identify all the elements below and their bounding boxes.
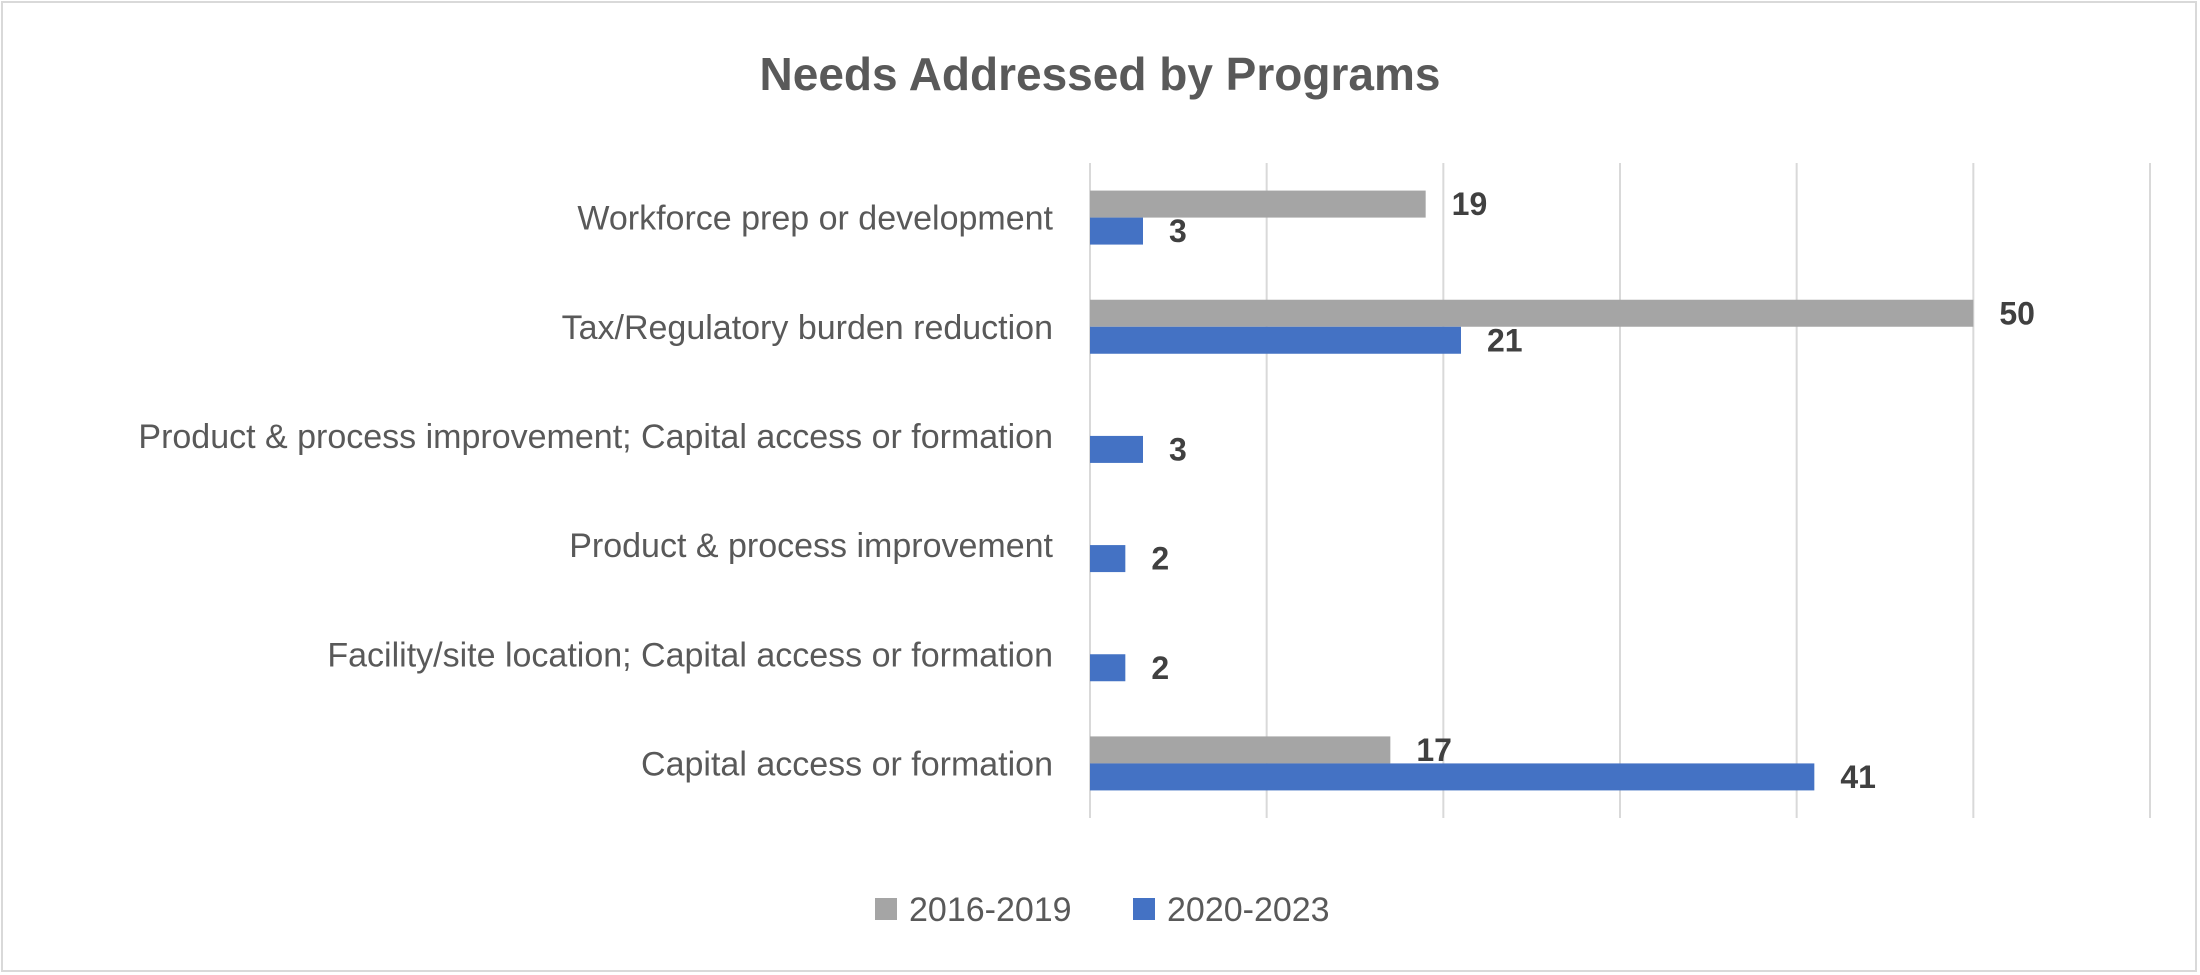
data-label: 17 <box>1416 732 1452 768</box>
bar-2016-2019 <box>1090 190 1426 218</box>
data-label: 2 <box>1151 650 1169 686</box>
data-label: 19 <box>1452 186 1488 222</box>
bar-2020-2023 <box>1090 545 1126 573</box>
data-labels: 19 3 50 21 3 2 2 17 41 <box>1151 186 2035 795</box>
category-label: Product & process improvement <box>569 527 1053 565</box>
category-label: Workforce prep or development <box>577 200 1053 238</box>
data-label: 41 <box>1840 759 1876 795</box>
gridlines <box>1089 163 2151 818</box>
data-label: 3 <box>1169 431 1187 467</box>
bar-2020-2023 <box>1090 654 1126 682</box>
legend-swatch <box>875 898 897 920</box>
data-label: 21 <box>1487 322 1523 358</box>
category-label: Capital access or formation <box>641 745 1053 783</box>
bar-2020-2023 <box>1090 763 1815 791</box>
legend-label: 2016-2019 <box>909 891 1072 929</box>
bar-2016-2019 <box>1090 736 1391 764</box>
legend-label: 2020-2023 <box>1167 891 1330 929</box>
bar-chart: Needs Addressed by Programs Workforce pr… <box>138 48 2151 929</box>
category-label: Product & process improvement; Capital a… <box>138 418 1053 456</box>
chart-title: Needs Addressed by Programs <box>760 48 1441 100</box>
data-label: 2 <box>1151 541 1169 577</box>
data-label: 3 <box>1169 213 1187 249</box>
bar-2016-2019 <box>1090 299 1974 327</box>
legend: 2016-2019 2020-2023 <box>875 891 1330 929</box>
legend-swatch <box>1133 898 1155 920</box>
bars <box>1090 190 1974 791</box>
category-label: Facility/site location; Capital access o… <box>327 636 1053 674</box>
bar-2020-2023 <box>1090 326 1461 354</box>
data-label: 50 <box>1999 295 2035 331</box>
category-labels: Workforce prep or development Tax/Regulat… <box>138 200 1053 784</box>
category-label: Tax/Regulatory burden reduction <box>562 309 1053 347</box>
bar-2020-2023 <box>1090 435 1143 463</box>
bar-2020-2023 <box>1090 217 1143 245</box>
